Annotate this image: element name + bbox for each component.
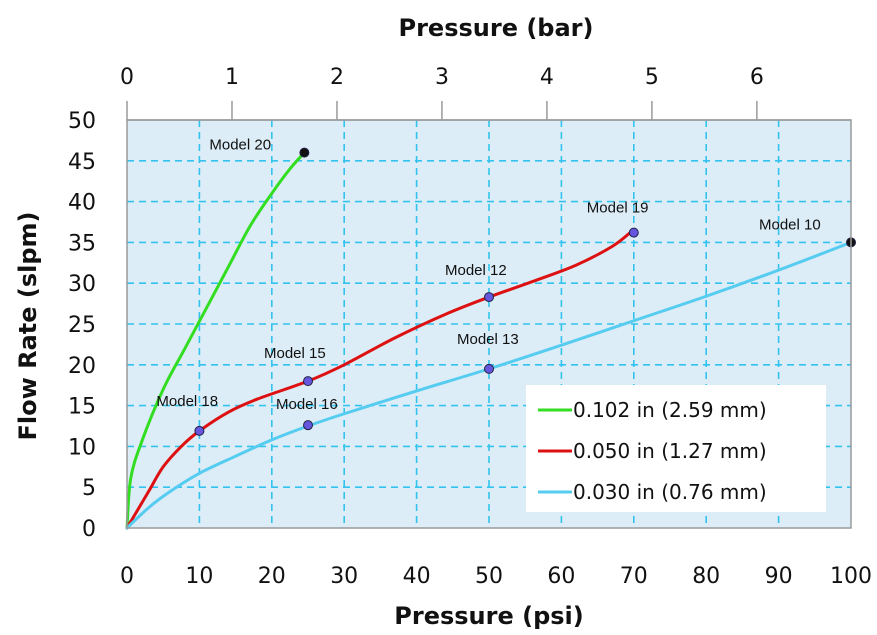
marker-point-8 [303,420,313,431]
x2-tick-label-4: 4 [540,65,554,90]
annotation-label-3: Model 10 [759,216,821,233]
y-tick-label-35: 35 [68,231,96,256]
x-axis-top-ticks: 0 1 2 3 4 5 6 [120,65,764,120]
x-tick-label-100: 100 [830,564,872,589]
y-tick-label-5: 5 [82,476,96,501]
x-tick-label-90: 90 [765,564,793,589]
legend-label-1: 0.102 in (2.59 mm) [573,398,767,422]
x-tick-label-50: 50 [475,564,503,589]
annotation-label-1: Model 20 [209,137,271,154]
y-axis-ticks: 0 5 10 15 20 25 30 35 40 45 50 [68,109,96,542]
x-tick-label-80: 80 [692,564,720,589]
y-tick-label-25: 25 [68,313,96,338]
y-tick-label-10: 10 [68,435,96,460]
legend-label-3: 0.030 in (0.76 mm) [573,480,767,504]
marker-point-2 [628,227,639,238]
annotation-labels: Model 20 Model 19 Model 10 Model 12 Model 13… [156,137,820,414]
marker-point-4 [484,292,494,303]
x2-axis-title: Pressure (bar) [399,14,594,42]
x2-tick-label-6: 6 [750,65,764,90]
x-tick-label-10: 10 [185,564,213,589]
x-axis-bottom-ticks: 0 10 20 30 40 50 60 70 80 90 100 [120,564,872,589]
marker-point-6 [303,376,313,387]
legend-box [526,385,826,512]
x-tick-label-60: 60 [547,564,575,589]
series-line-3 [125,240,853,530]
x-axis-title: Pressure (psi) [394,602,583,630]
annotation-label-2: Model 19 [587,200,649,217]
data-markers [194,147,856,436]
legend: 0.102 in (2.59 mm) 0.050 in (1.27 mm) 0.03… [526,385,826,512]
legend-label-2: 0.050 in (1.27 mm) [573,439,767,463]
annotation-label-4: Model 12 [445,262,507,279]
x2-tick-label-1: 1 [225,65,239,90]
x2-tick-label-3: 3 [435,65,449,90]
y-tick-label-40: 40 [68,191,96,216]
marker-point-5 [484,363,494,374]
y-tick-label-0: 0 [82,517,96,542]
series-line-1 [125,151,306,530]
y-tick-label-30: 30 [68,272,96,297]
y-tick-label-20: 20 [68,354,96,379]
x-tick-label-0: 0 [120,564,134,589]
x-tick-label-70: 70 [620,564,648,589]
x-tick-label-30: 30 [330,564,358,589]
x2-tick-label-2: 2 [330,65,344,90]
y-axis-title: Flow Rate (slpm) [14,211,42,440]
x2-tick-label-0: 0 [120,65,134,90]
y-tick-label-15: 15 [68,395,96,420]
annotation-label-5: Model 13 [457,331,519,348]
x-tick-label-40: 40 [403,564,431,589]
y-tick-label-50: 50 [68,109,96,134]
y-tick-label-45: 45 [68,150,96,175]
annotation-label-8: Model 16 [276,396,338,413]
x-tick-label-20: 20 [258,564,286,589]
annotation-label-7: Model 18 [156,393,218,410]
marker-point-1 [299,147,310,158]
x2-tick-label-5: 5 [645,65,659,90]
marker-point-7 [194,425,205,436]
annotation-label-6: Model 15 [264,345,326,362]
